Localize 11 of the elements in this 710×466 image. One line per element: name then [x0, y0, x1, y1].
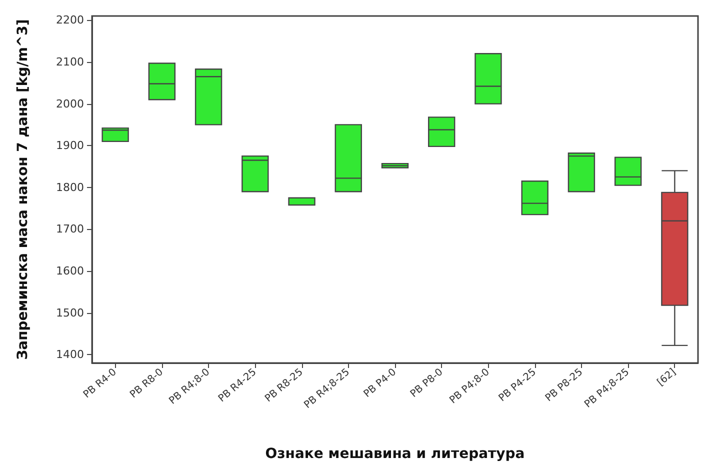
y-tick-label: 1700	[56, 222, 84, 236]
y-tick-label: 1600	[56, 264, 84, 278]
y-axis-title: Запреминска маса након 7 дана [kg/m^3]	[15, 19, 31, 360]
y-tick-label: 1800	[56, 180, 84, 194]
y-tick-label: 1400	[56, 348, 84, 362]
y-tick-label: 2200	[56, 14, 84, 27]
y-tick-label: 2000	[56, 97, 84, 110]
y-tick-label: 1900	[56, 139, 84, 152]
x-axis-title: Ознаке мешавина и литература	[265, 446, 525, 462]
y-tick-label: 1500	[56, 306, 84, 320]
y-tick-label: 2100	[56, 55, 84, 68]
